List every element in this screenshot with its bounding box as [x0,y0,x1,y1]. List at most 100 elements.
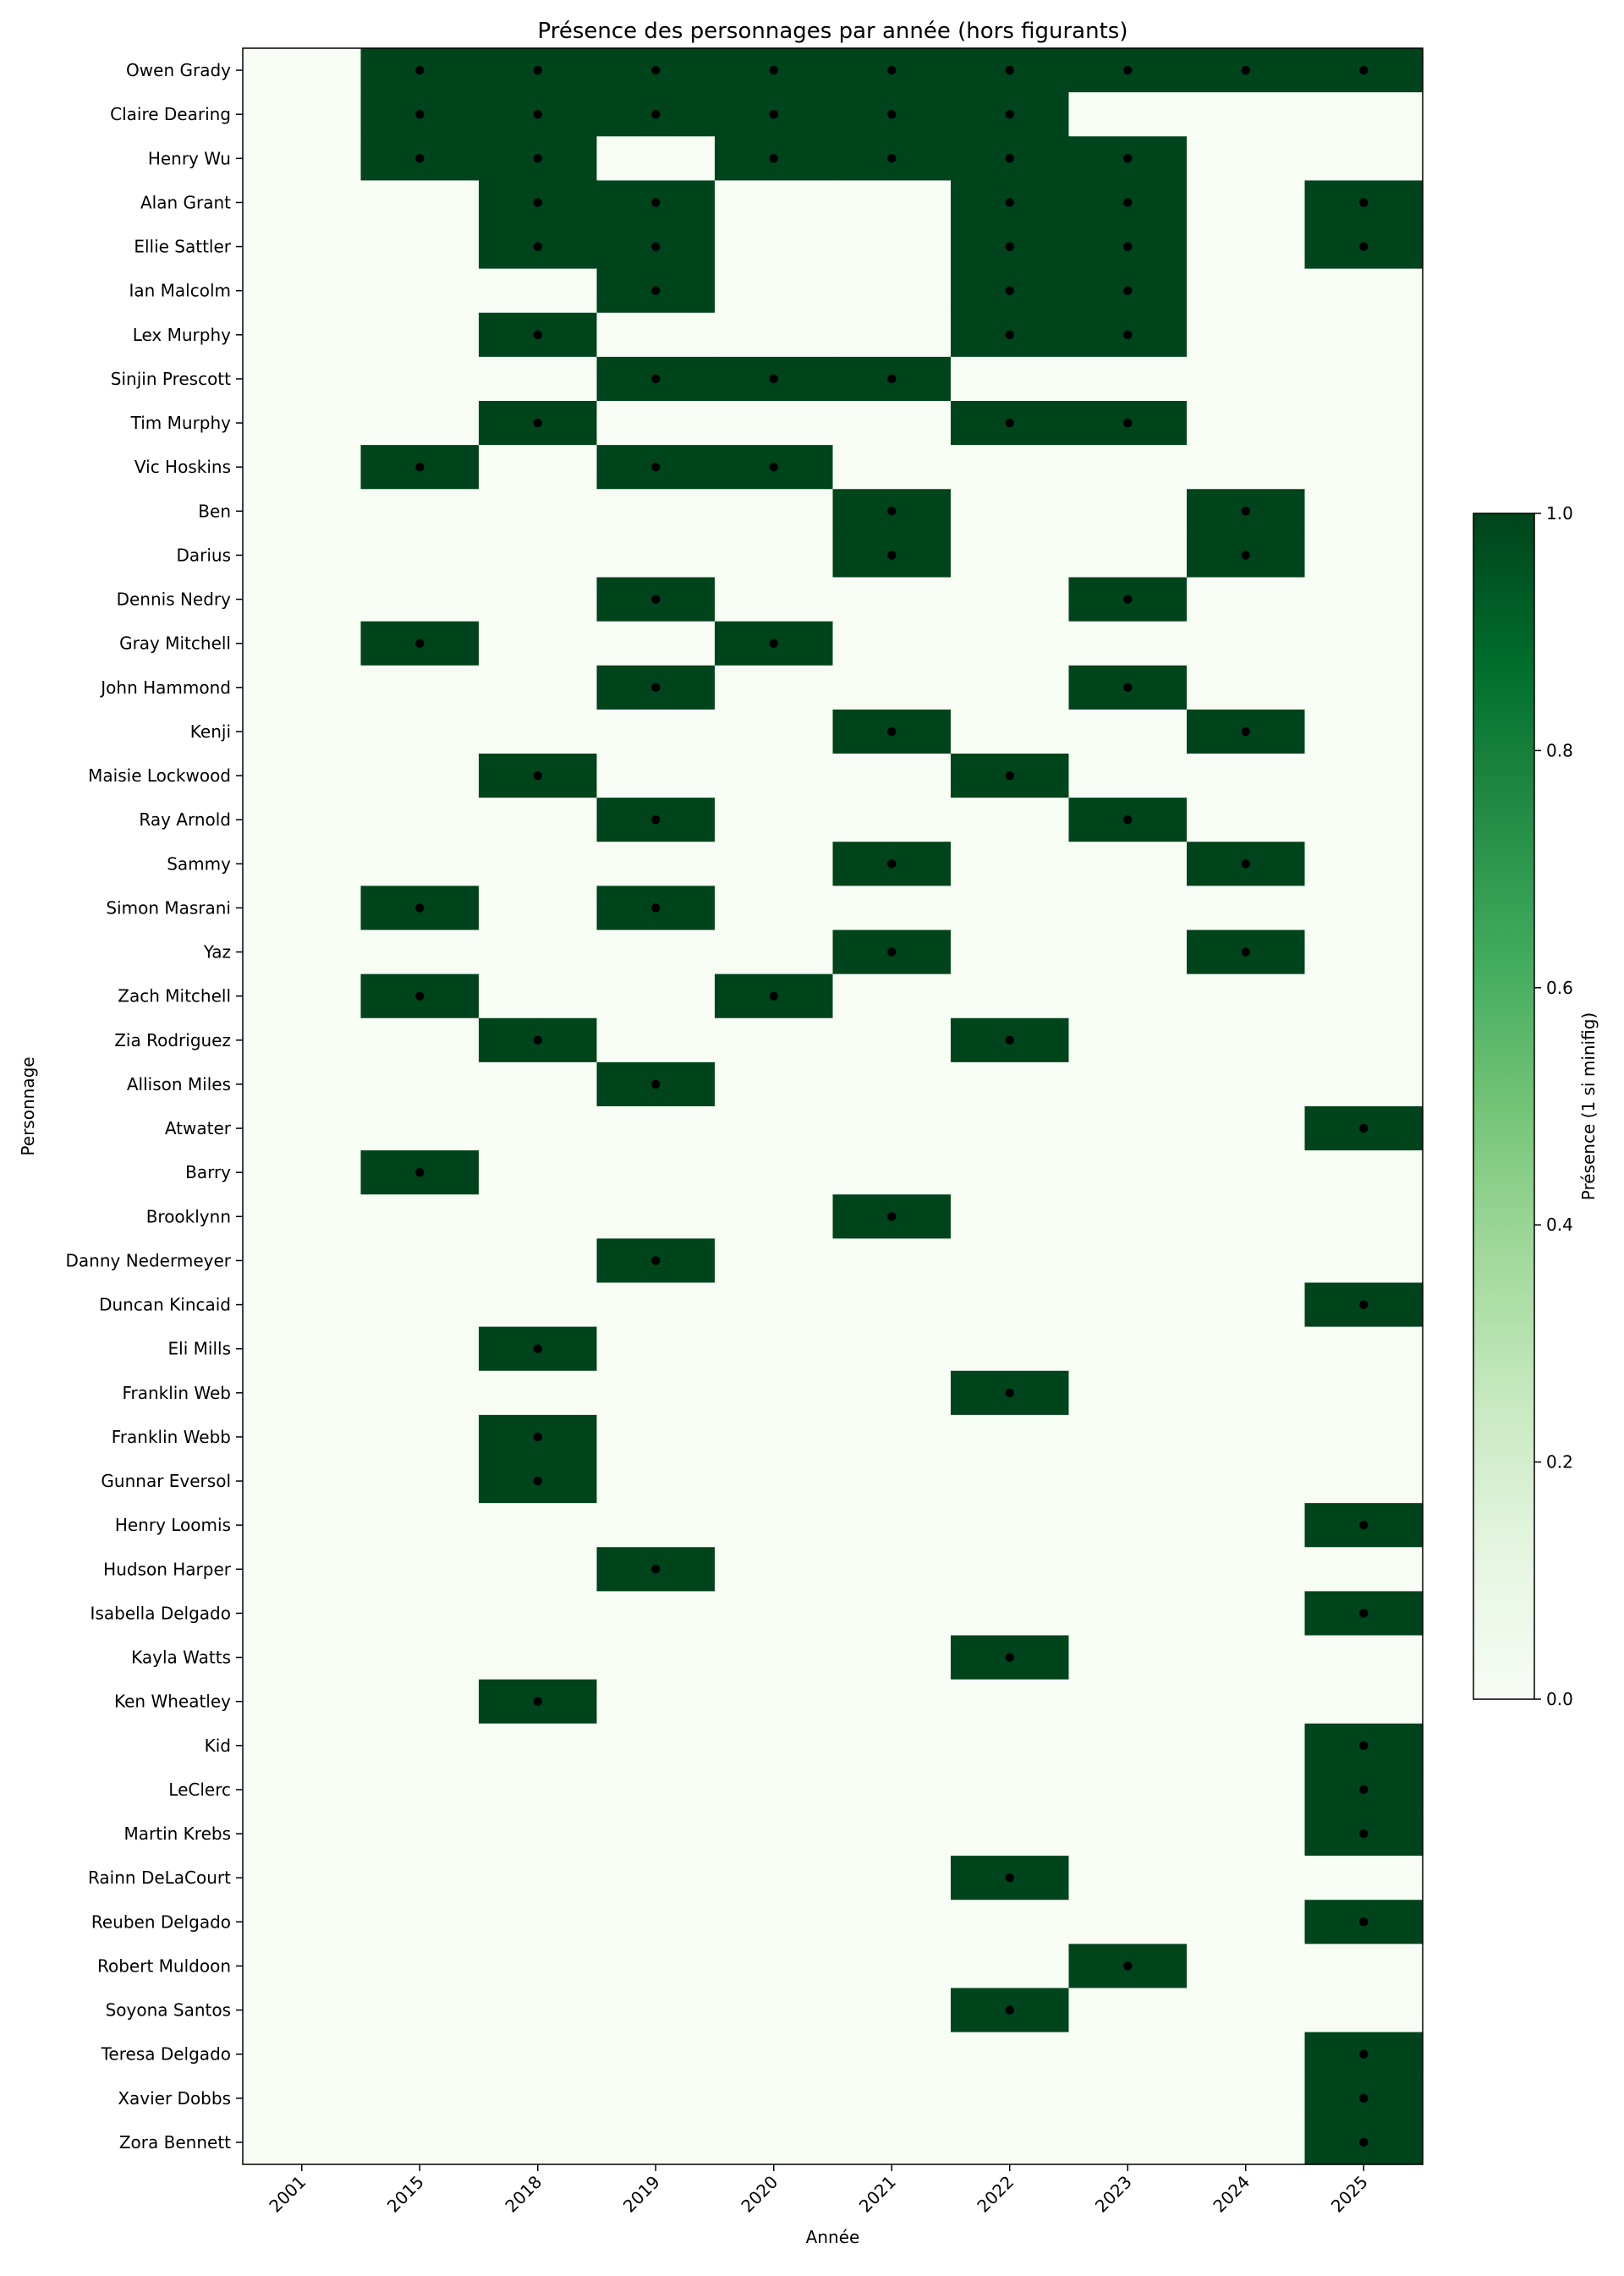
heatmap-cell [1068,1988,1188,2033]
presence-dot [1359,1609,1369,1618]
heatmap-cell [479,665,598,710]
heatmap-cell [1187,1238,1306,1284]
presence-dot [1241,727,1250,737]
heatmap-cell [1187,1326,1306,1372]
heatmap-cell [832,1017,952,1063]
y-tick-label: Maisie Lockwood [88,765,231,786]
heatmap-cell [360,1767,480,1813]
heatmap-cell [243,92,362,137]
heatmap-cell [1068,445,1188,490]
presence-dot [1123,242,1133,251]
plot-frame [242,47,1424,2165]
heatmap-cell [1187,1856,1306,1900]
presence-dot [887,507,897,516]
heatmap-cell [832,1547,952,1592]
heatmap-cell [951,798,1070,842]
heatmap-cell [243,1370,362,1416]
heatmap-cell [243,1414,362,1460]
presence-dot [1359,1829,1369,1839]
y-axis-label: Personnage [18,1056,38,1155]
colorbar-gradient [1473,513,1535,1700]
heatmap-cell [360,1900,480,1944]
heatmap-cell [243,401,362,446]
heatmap-cells [243,48,1424,2165]
heatmap-cell [479,2032,598,2077]
heatmap-cell [832,445,952,490]
heatmap-cell [1187,754,1306,798]
heatmap-cell [243,577,362,622]
heatmap-cell [951,489,1070,534]
presence-dot [1005,771,1014,781]
heatmap-cell [1304,1061,1424,1107]
heatmap-cell [1068,1723,1188,1769]
heatmap-cell [1068,973,1188,1019]
heatmap-cell [1068,754,1188,798]
heatmap-cell [832,1459,952,1504]
heatmap-cell [715,1988,834,2033]
heatmap-cell [832,1591,952,1637]
heatmap-cell [715,2032,834,2077]
heatmap-cell [596,1106,716,1151]
presence-dot [1005,65,1014,75]
y-tick-label: Eli Mills [168,1339,231,1359]
y-tick-label: Tim Murphy [130,413,232,433]
heatmap-cell [360,1856,480,1900]
heatmap-cell [243,1106,362,1151]
heatmap-cell [951,1150,1070,1195]
heatmap-cell [360,2120,480,2165]
y-tick-label: Franklin Web [122,1383,231,1403]
heatmap-cell [243,1856,362,1900]
heatmap-cell [715,1723,834,1769]
presence-dot [651,903,661,913]
heatmap-cell [360,1944,480,1989]
heatmap-cell [479,445,598,490]
x-tick-label: 2001 [265,2172,310,2217]
heatmap-cell [360,1326,480,1372]
y-tick-label: Rainn DeLaCourt [88,1867,231,1888]
heatmap-cell [596,1150,716,1195]
heatmap-cell [1187,268,1306,314]
y-tick-label: Gunnar Eversol [101,1471,231,1491]
heatmap-cell [360,665,480,710]
heatmap-cell [1068,1282,1188,1328]
heatmap-cell [951,445,1070,490]
y-tick-label: Ben [198,501,231,521]
y-tick-label: Gray Mitchell [119,633,231,654]
heatmap-cell [243,1503,362,1548]
presence-dot [1359,1520,1369,1530]
y-tick-label: John Hammond [99,677,231,698]
heatmap-cell [479,1856,598,1900]
heatmap-cell [1304,489,1424,534]
heatmap-cell [360,401,480,446]
presence-dot [1123,65,1133,75]
heatmap-cell [715,1238,834,1284]
heatmap-cell [596,2032,716,2077]
heatmap-cell [1187,973,1306,1019]
heatmap-cell [715,1547,834,1592]
heatmap-cell [715,1061,834,1107]
heatmap-cell [243,312,362,358]
heatmap-cell [1187,136,1306,181]
x-tick-label: 2022 [973,2172,1018,2217]
heatmap-cell [715,1635,834,1681]
heatmap-cell [243,1900,362,1944]
heatmap-cell [1187,1988,1306,2033]
heatmap-cell [360,1106,480,1151]
presence-dot [887,109,897,119]
heatmap-cell [1068,1414,1188,1460]
presence-dot [533,198,542,207]
heatmap-cell [1304,842,1424,886]
y-tick-label: Barry [185,1162,231,1182]
presence-dot [651,683,661,693]
x-axis: 2001 2015 2018 2019 2020 2021 2022 2023 2024 2025 [265,2164,1372,2217]
presence-dot [415,1167,425,1177]
heatmap-cell [715,1194,834,1239]
heatmap-cell [951,1591,1070,1637]
heatmap-cell [360,180,480,226]
heatmap-cell [1304,1150,1424,1195]
heatmap-cell [1187,224,1306,270]
heatmap-cell [1304,930,1424,975]
heatmap-cell [1304,1856,1424,1900]
heatmap-cell [479,2120,598,2165]
